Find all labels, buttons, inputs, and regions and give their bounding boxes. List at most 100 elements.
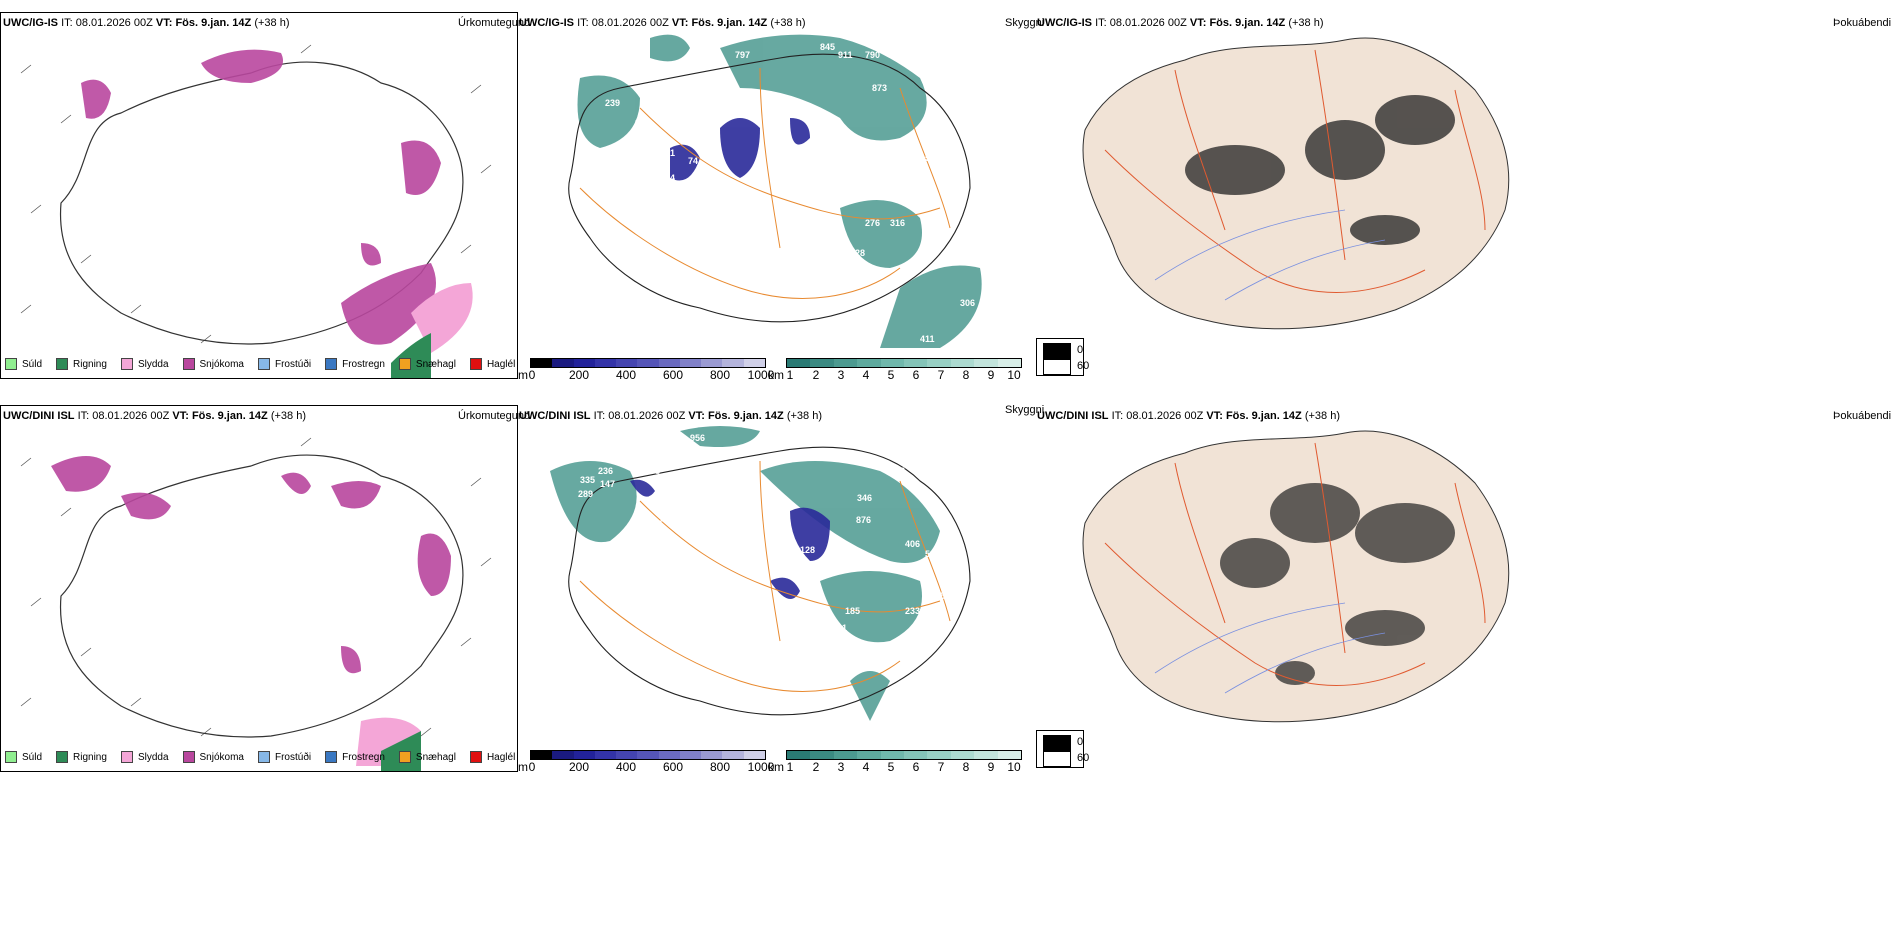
tick-label: 2: [812, 368, 820, 382]
value-label: 853: [865, 663, 881, 673]
row1-right-title: Þokuábendi: [1833, 17, 1892, 29]
it-label: IT:: [61, 17, 73, 29]
row2-m-colorbar: m 0 200 400 600 800 1000: [518, 750, 774, 774]
legend-item: Slydda: [120, 751, 169, 763]
value-label: 276: [865, 218, 881, 228]
vt-label: VT:: [172, 410, 189, 422]
lead-time: (+38 h): [254, 17, 290, 29]
row2-right-title: Þokuábendi: [1833, 410, 1892, 422]
it-label: IT:: [77, 410, 90, 422]
m-unit: m: [518, 368, 528, 382]
value-label: 147: [600, 479, 616, 489]
legend-swatch: [469, 751, 482, 763]
legend-item: Snæhagl: [398, 358, 456, 370]
value-label: 96: [775, 521, 786, 531]
vt-label: VT:: [1189, 17, 1207, 29]
tick-label: 10: [1007, 368, 1021, 382]
value-label: 561: [832, 623, 848, 633]
colorbar-cells: [530, 750, 766, 760]
legend-label: Frostúði: [274, 358, 312, 370]
model-name: UWC/DINI ISL: [519, 410, 591, 422]
row1-fog-map: [1082, 37, 1510, 330]
tick-label: 7: [937, 368, 945, 382]
legend-item: Snjókoma: [182, 358, 244, 370]
it-label: IT:: [1095, 17, 1107, 29]
value-label: 556: [925, 153, 941, 163]
legend-label: Rigning: [73, 751, 107, 763]
legend-item: Frostregn: [325, 751, 385, 763]
fog-swatch-high: [1043, 343, 1071, 359]
tick-label: 4: [862, 760, 870, 774]
legend-item: Snjókoma: [182, 751, 244, 763]
value-label: 378: [968, 153, 984, 163]
km-unit: km: [768, 760, 784, 774]
colorbar-cells: [786, 358, 1022, 368]
legend-swatch: [120, 358, 133, 370]
row2-precip-type-panel: Súld Rigning Slydda Snjókoma Frostúði Fr…: [0, 405, 518, 772]
legend-label: Súld: [22, 751, 43, 763]
tick-label: 2: [812, 760, 820, 774]
tick-label: 1: [786, 760, 794, 774]
model-name: UWC/IG-IS: [519, 17, 574, 29]
legend-swatch: [398, 751, 411, 763]
value-label: 860: [974, 128, 990, 138]
legend-label: Slydda: [137, 358, 169, 370]
km-unit: km: [768, 368, 784, 382]
lead-time: (+38 h): [1288, 17, 1324, 29]
vt-value: Fös. 9.jan. 14Z: [1225, 410, 1302, 422]
m-unit: m: [518, 760, 528, 774]
tick-label: 0: [528, 368, 536, 382]
tick-label: 800: [709, 760, 731, 774]
fog-low-label: 60: [1077, 752, 1090, 764]
tick-label: 4: [862, 368, 870, 382]
value-label: 384: [952, 569, 968, 579]
legend-swatch: [398, 358, 411, 370]
value-label: 956: [690, 433, 706, 443]
lead-time: (+38 h): [1304, 410, 1340, 422]
value-label: 406: [905, 539, 921, 549]
iceland-outline: [568, 53, 971, 323]
legend-swatch: [56, 751, 69, 763]
value-label: 346: [857, 493, 873, 503]
value-label: 95: [635, 118, 646, 128]
tick-label: 800: [709, 368, 731, 382]
row2-mid-title: Skyggni: [1005, 404, 1045, 416]
row2-visibility-map: [550, 426, 971, 721]
tick-label: 6: [912, 760, 920, 774]
row2-right-header: UWC/DINI ISL IT: 08.01.2026 00Z VT: Fös.…: [1037, 410, 1340, 423]
legend-swatch: [257, 358, 270, 370]
legend-item: Rigning: [56, 751, 107, 763]
row2-km-colorbar: km 1 2 3 4 5 6 7 8 9 10: [768, 750, 1022, 774]
tick-label: 6: [912, 368, 920, 382]
fog-high-label: 0: [1077, 344, 1084, 356]
it-label: IT:: [577, 17, 589, 29]
row1-km-colorbar: km 1 2 3 4 5 6 7 8 9 10: [768, 358, 1022, 382]
lead-time: (+38 h): [786, 410, 822, 422]
legend-item: Frostúði: [257, 358, 312, 370]
row2-fog-legend: 0 60: [1036, 730, 1089, 768]
row1-mid-header: UWC/IG-IS IT: 08.01.2026 00Z VT: Fös. 9.…: [519, 17, 806, 30]
precip-map: [20, 44, 492, 378]
it-value: 08.01.2026 00Z: [1109, 17, 1187, 29]
vt-label: VT:: [688, 410, 705, 422]
fog-high-label: 0: [1077, 736, 1084, 748]
value-label: 411: [920, 334, 935, 344]
precip-map: [20, 437, 492, 771]
legend-label: Frostúði: [274, 751, 312, 763]
vt-value: Fös. 9.jan. 14Z: [691, 17, 768, 29]
value-label: 876: [856, 515, 872, 525]
row1-fog-legend: 0 60: [1036, 338, 1089, 376]
legend-label: Haglél: [486, 358, 516, 370]
legend-label: Súld: [22, 358, 43, 370]
value-label: 534: [925, 549, 941, 559]
legend-item: Rigning: [56, 358, 107, 370]
legend-item: Frostúði: [257, 751, 312, 763]
tick-label: 400: [615, 368, 637, 382]
legend-swatch: [469, 358, 482, 370]
value-label: 26: [840, 636, 851, 646]
colorbar-cells: [530, 358, 766, 368]
precip-legend: Súld Rigning Slydda Snjókoma Frostúði Fr…: [5, 358, 515, 370]
value-label: 328: [850, 248, 866, 258]
tick-label: 200: [568, 760, 590, 774]
fog-swatch-low: [1043, 359, 1071, 375]
